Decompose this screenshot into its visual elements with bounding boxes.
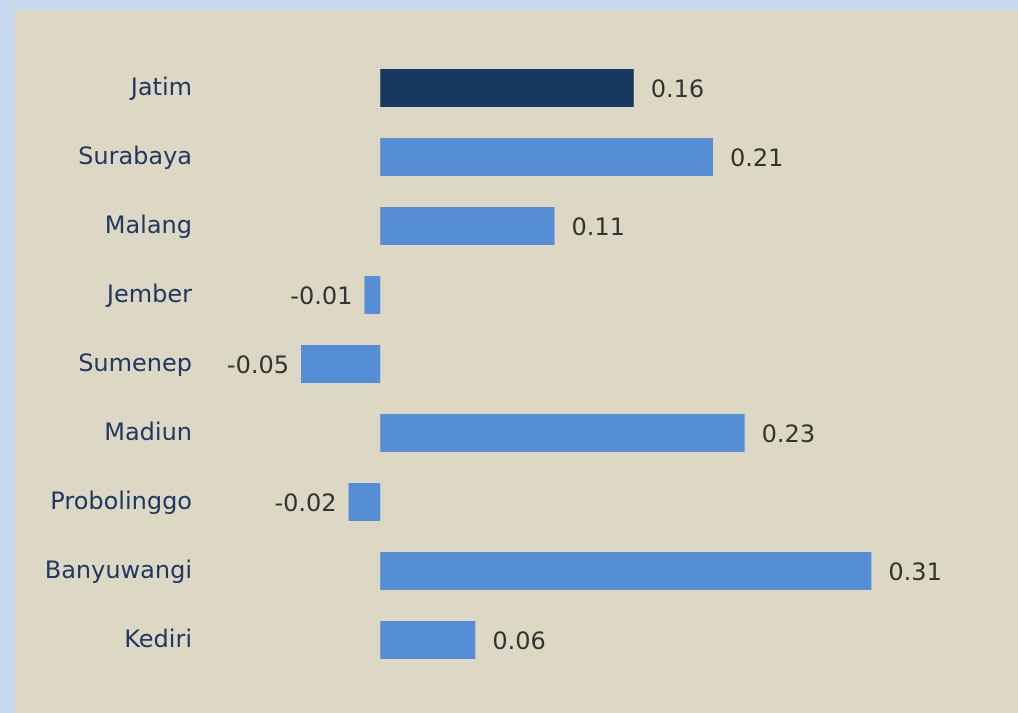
value-label: 0.11 — [572, 213, 625, 241]
plot-background — [14, 10, 1018, 713]
bar — [380, 207, 555, 245]
bar — [380, 69, 634, 107]
value-label: 0.16 — [651, 75, 704, 103]
value-label: -0.01 — [290, 282, 352, 310]
category-label: Probolinggo — [50, 487, 192, 515]
bar — [301, 345, 381, 383]
category-label: Kediri — [124, 625, 192, 653]
value-label: 0.23 — [762, 420, 815, 448]
category-label: Surabaya — [78, 142, 192, 170]
value-label: 0.31 — [888, 558, 941, 586]
bar — [380, 138, 713, 176]
bar — [380, 552, 872, 590]
value-label: 0.21 — [730, 144, 783, 172]
value-label: -0.02 — [274, 489, 336, 517]
bar — [364, 276, 381, 314]
category-label: Banyuwangi — [45, 556, 192, 584]
bar — [380, 621, 476, 659]
category-label: Jatim — [129, 73, 192, 101]
value-label: 0.06 — [492, 627, 545, 655]
value-label: -0.05 — [227, 351, 289, 379]
category-label: Madiun — [104, 418, 192, 446]
bar — [348, 483, 381, 521]
category-label: Jember — [105, 280, 192, 308]
category-label: Malang — [105, 211, 192, 239]
bar — [380, 414, 745, 452]
category-label: Sumenep — [78, 349, 192, 377]
